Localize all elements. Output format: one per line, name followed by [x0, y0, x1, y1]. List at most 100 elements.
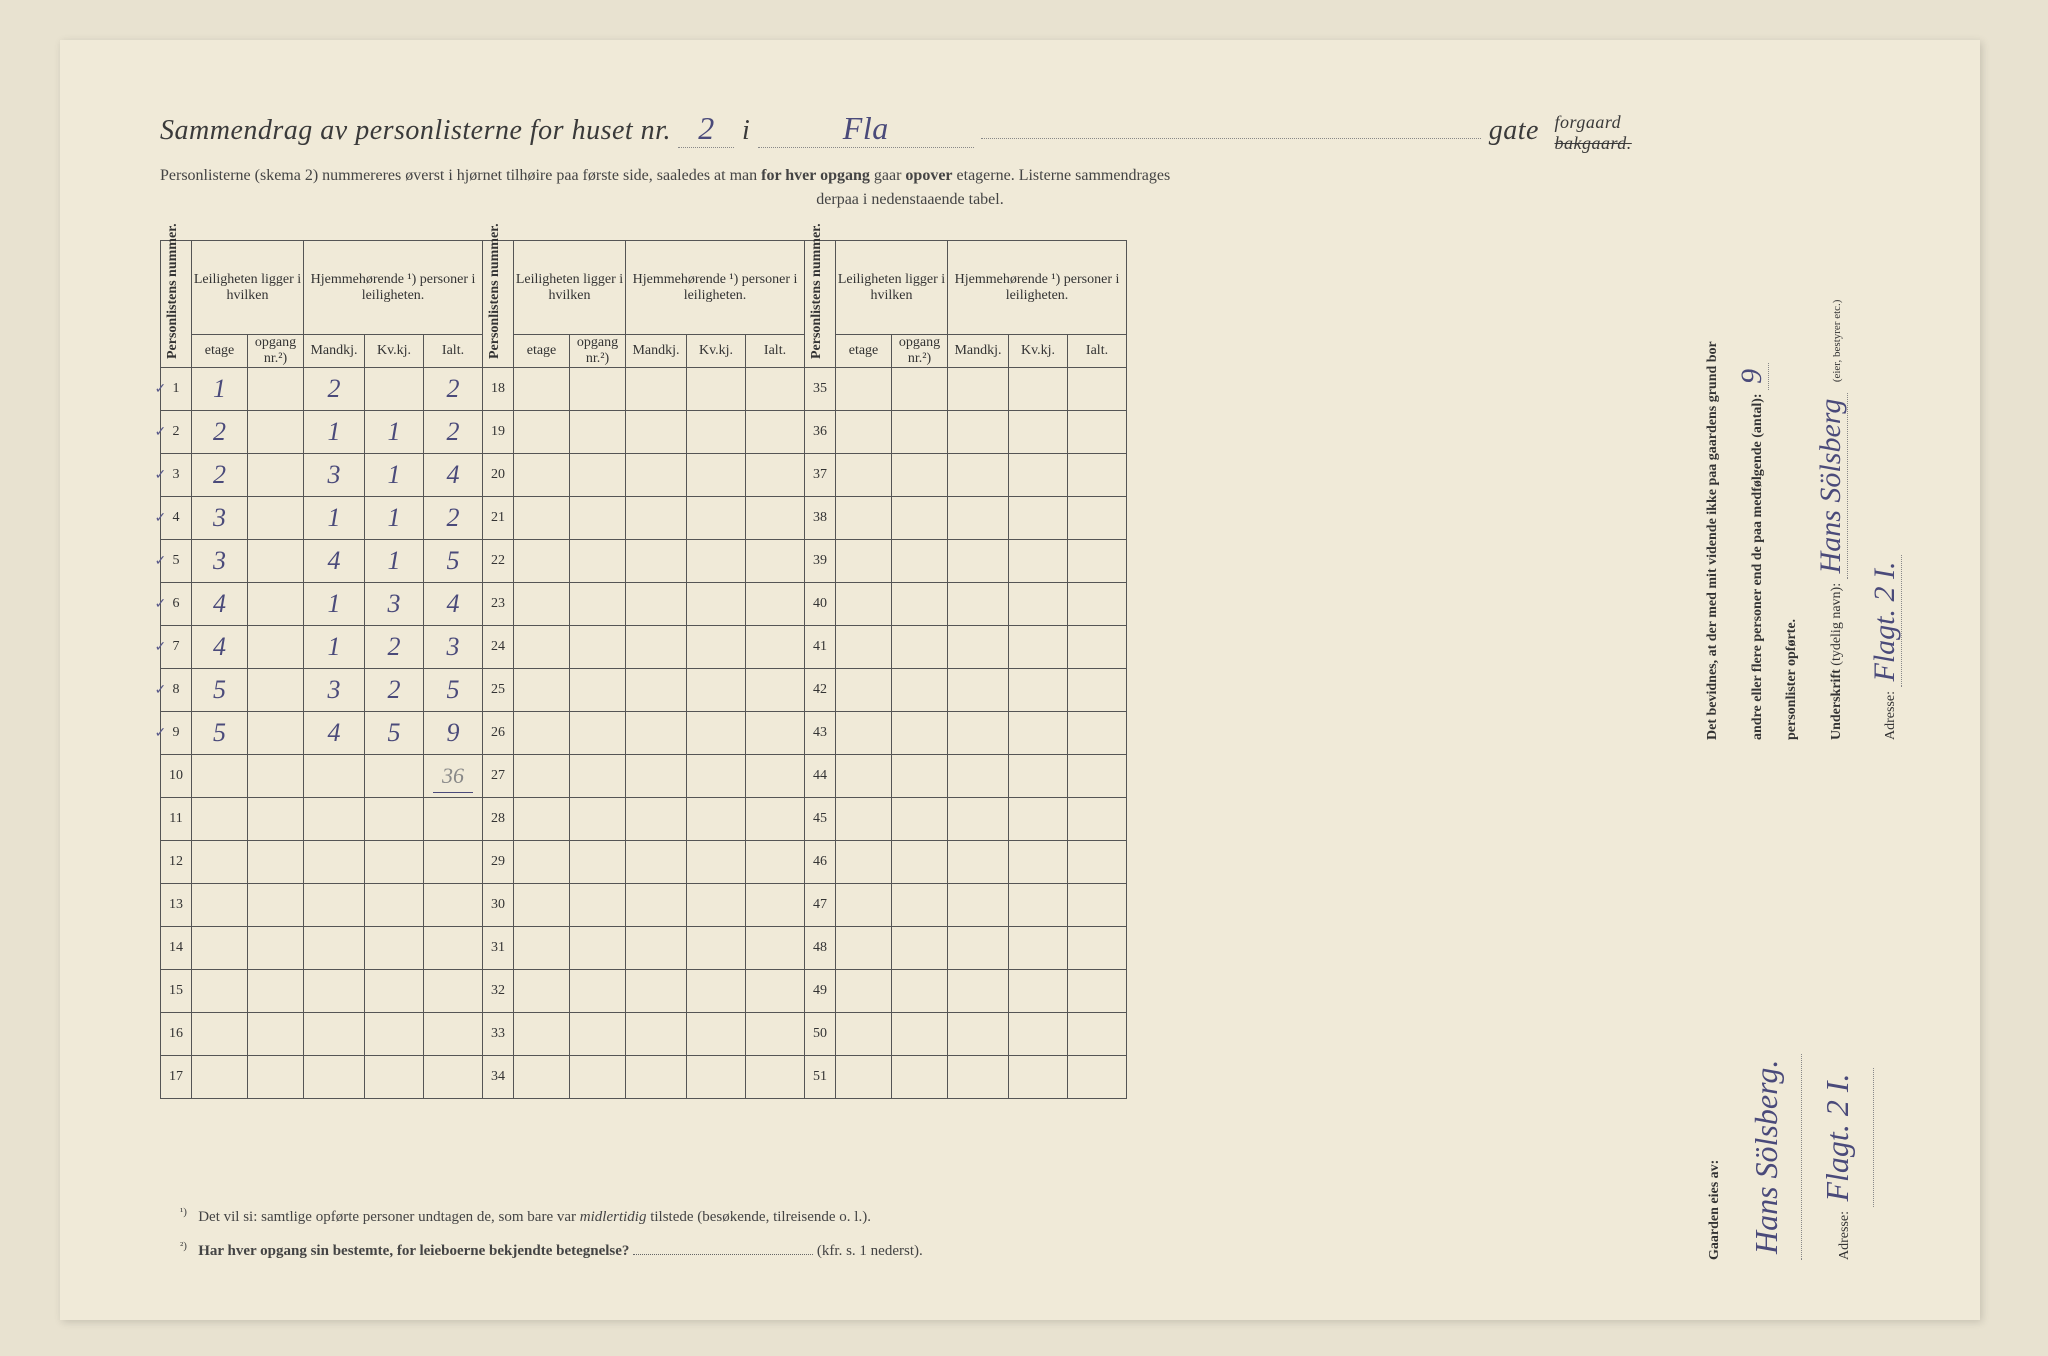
rownum3: 48 — [805, 927, 836, 970]
owner-label-line: Gaarden eies av: — [1700, 860, 1731, 1260]
rownum2: 24 — [483, 626, 514, 669]
sub-mandkj-1: Mandkj. — [304, 335, 365, 368]
attest-text-2: personlister opførte. — [1784, 619, 1799, 740]
cell-empty — [746, 411, 805, 454]
table-body: ✓11221835✓221121936✓323142037✓431122138✓… — [161, 368, 1127, 1099]
rownum: 17 — [161, 1056, 192, 1099]
cell-mandkj — [304, 1056, 365, 1099]
rownum: 16 — [161, 1013, 192, 1056]
cell-etage — [192, 1013, 248, 1056]
owner-address-line: Adresse: Flagt. 2 I. — [1802, 860, 1873, 1260]
cell-empty — [570, 540, 626, 583]
cell-empty — [626, 669, 687, 712]
rownum3: 47 — [805, 884, 836, 927]
cell-kvkj — [365, 970, 424, 1013]
attestation-block: Det bevidnes, at der med mit vidende ikk… — [1700, 120, 1920, 740]
cell-empty — [514, 411, 570, 454]
sub-opgang-2: opgang nr.²) — [570, 335, 626, 368]
f2-bold: Har hver opgang sin bestemte, for leiebo… — [198, 1243, 629, 1259]
rownum: 15 — [161, 970, 192, 1013]
cell-empty — [570, 884, 626, 927]
cell-opgang — [248, 755, 304, 798]
rownum2: 29 — [483, 841, 514, 884]
underskrift-note: (tydelig navn): — [1829, 583, 1844, 666]
col-hjemme-1: Hjemmehørende ¹) personer i leiligheten. — [304, 241, 483, 335]
rownum2: 18 — [483, 368, 514, 411]
cell-empty — [892, 1056, 948, 1099]
adresse-label: Adresse: — [1883, 691, 1898, 740]
rownum2: 20 — [483, 454, 514, 497]
footnotes: ¹) Det vil si: samtlige opførte personer… — [180, 1200, 923, 1268]
cell-ialt — [424, 927, 483, 970]
cell-empty — [836, 927, 892, 970]
cell-empty — [687, 540, 746, 583]
table-row: ✓641342340 — [161, 583, 1127, 626]
rownum: ✓8 — [161, 669, 192, 712]
cell-empty — [948, 669, 1009, 712]
cell-kvkj: 5 — [365, 712, 424, 755]
cell-empty — [570, 1056, 626, 1099]
sub-kvkj-2: Kv.kj. — [687, 335, 746, 368]
cell-empty — [836, 755, 892, 798]
cell-mandkj: 2 — [304, 368, 365, 411]
cell-empty — [626, 411, 687, 454]
cell-opgang — [248, 540, 304, 583]
eller-note: (eier, bestyrer etc.) — [1831, 300, 1843, 383]
rownum: ✓2 — [161, 411, 192, 454]
owner-name-line: Hans Sölsberg. — [1731, 860, 1802, 1260]
cell-kvkj — [365, 884, 424, 927]
cell-empty — [746, 712, 805, 755]
cell-etage: 3 — [192, 540, 248, 583]
rownum2: 23 — [483, 583, 514, 626]
cell-empty — [626, 368, 687, 411]
cell-empty — [514, 884, 570, 927]
f2-sup: ²) — [180, 1240, 187, 1252]
cell-empty — [746, 669, 805, 712]
cell-empty — [687, 841, 746, 884]
cell-empty — [570, 798, 626, 841]
cell-empty — [948, 755, 1009, 798]
cell-mandkj: 1 — [304, 626, 365, 669]
cell-kvkj — [365, 927, 424, 970]
sub-ialt-3: Ialt. — [1068, 335, 1127, 368]
cell-mandkj — [304, 798, 365, 841]
cell-opgang — [248, 1056, 304, 1099]
cell-empty — [892, 497, 948, 540]
cell-empty — [1009, 626, 1068, 669]
cell-empty — [746, 1013, 805, 1056]
cell-empty — [836, 368, 892, 411]
cell-empty — [626, 927, 687, 970]
cell-empty — [687, 669, 746, 712]
cell-etage — [192, 970, 248, 1013]
cell-empty — [1068, 884, 1127, 927]
cell-empty — [892, 1013, 948, 1056]
cell-ialt: 4 — [424, 583, 483, 626]
subtitle-bold: for hver opgang — [761, 167, 870, 184]
cell-etage: 2 — [192, 454, 248, 497]
cell-empty — [514, 368, 570, 411]
cell-mandkj: 4 — [304, 540, 365, 583]
cell-empty — [687, 1013, 746, 1056]
attest-text-1b: andre eller flere personer end de paa me… — [1750, 393, 1765, 740]
cell-empty — [570, 755, 626, 798]
cell-empty — [948, 1013, 1009, 1056]
cell-empty — [687, 798, 746, 841]
title-line: Sammendrag av personlisterne for huset n… — [160, 110, 1660, 154]
rownum2: 32 — [483, 970, 514, 1013]
cell-kvkj — [365, 841, 424, 884]
table-row: 143148 — [161, 927, 1127, 970]
cell-empty — [892, 755, 948, 798]
cell-opgang — [248, 583, 304, 626]
col-hjemme-2: Hjemmehørende ¹) personer i leiligheten. — [626, 241, 805, 335]
cell-empty — [948, 927, 1009, 970]
cell-opgang — [248, 626, 304, 669]
cell-empty — [514, 712, 570, 755]
cell-empty — [1009, 583, 1068, 626]
census-table: Personlistens nummer. Leiligheten ligger… — [160, 240, 1127, 1099]
cell-empty — [514, 454, 570, 497]
cell-kvkj: 1 — [365, 540, 424, 583]
cell-empty — [1068, 540, 1127, 583]
table-row: 10362744 — [161, 755, 1127, 798]
cell-kvkj — [365, 755, 424, 798]
street-name: Fla — [758, 110, 974, 148]
